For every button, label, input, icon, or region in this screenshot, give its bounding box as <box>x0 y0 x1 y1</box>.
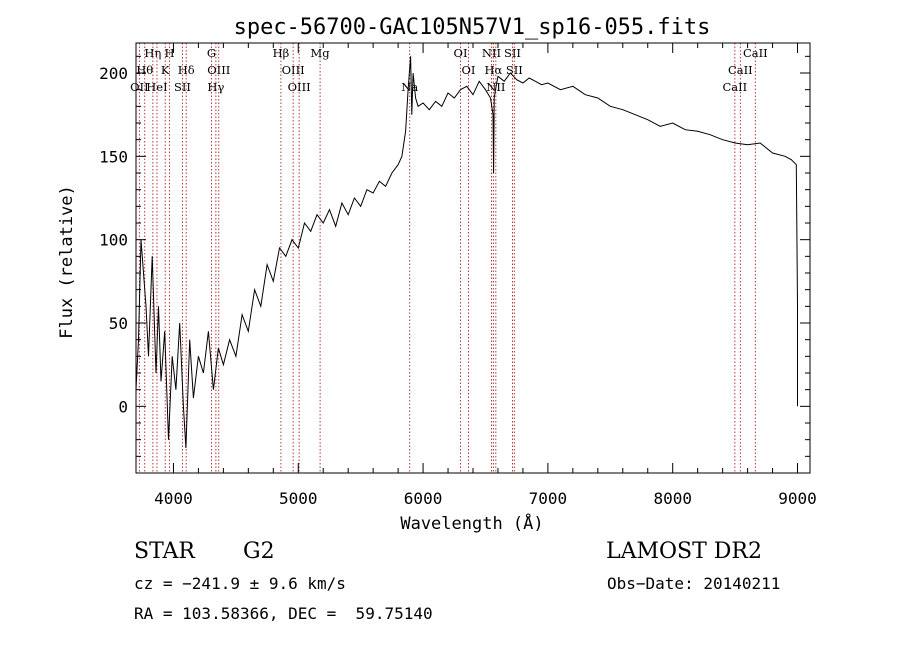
line-label: OII <box>130 80 149 94</box>
line-label: HeI <box>146 80 167 94</box>
line-label: CaII <box>728 63 753 77</box>
line-label: K <box>161 63 170 77</box>
line-label: OI <box>454 46 468 60</box>
line-label: Hβ <box>273 46 290 60</box>
x-tick-label: 4000 <box>154 489 193 508</box>
flux-line <box>135 56 798 449</box>
survey-name: LAMOST DR2 <box>606 539 762 564</box>
line-label: OIII <box>282 63 305 77</box>
line-label: Mg <box>311 46 331 60</box>
object-subclass: G2 <box>243 539 275 564</box>
line-label: Hθ <box>136 63 153 77</box>
line-label: Hη <box>144 46 161 60</box>
x-tick-label: 6000 <box>404 489 443 508</box>
line-label: OIII <box>288 80 311 94</box>
y-axis-label: Flux (relative) <box>57 185 77 339</box>
x-tick-label: 5000 <box>279 489 318 508</box>
line-label: OI <box>462 63 476 77</box>
line-label: Hδ <box>178 63 195 77</box>
y-tick-label: 150 <box>99 147 128 166</box>
y-tick-label: 100 <box>99 231 128 250</box>
plot-frame <box>135 42 811 474</box>
line-label: NII <box>482 46 501 60</box>
line-label: OIII <box>207 63 230 77</box>
line-label: SII <box>506 63 523 77</box>
line-label: Hγ <box>207 80 224 94</box>
x-tick-label: 7000 <box>529 489 568 508</box>
line-label: G <box>207 46 216 60</box>
line-label: CaII <box>722 80 747 94</box>
line-label: H <box>165 46 175 60</box>
line-label: Na <box>401 80 418 94</box>
line-label: Hα <box>484 63 502 77</box>
x-tick-label: 9000 <box>778 489 817 508</box>
spectral-line-markers <box>138 43 756 473</box>
line-label: NII <box>486 80 505 94</box>
line-label: SII <box>174 80 191 94</box>
y-tick-label: 200 <box>99 64 128 83</box>
line-labels: Hθ OII Hη HK HeI SII Hδ G OIII Hγ Hβ OIII OIII Mg Na OI… <box>130 46 768 94</box>
coordinates: RA = 103.58366, DEC = 59.75140 <box>134 604 433 623</box>
axes: 4000 5000 6000 7000 8000 9000 0 50 100 150 200 <box>99 43 817 508</box>
obs-date: Obs−Date: 20140211 <box>607 574 781 593</box>
y-tick-label: 50 <box>109 314 128 333</box>
line-label: CaII <box>743 46 768 60</box>
object-class: STAR <box>134 539 195 564</box>
x-tick-label: 8000 <box>653 489 692 508</box>
line-label: SII <box>504 46 521 60</box>
chart-title: spec-56700-GAC105N57V1_sp16-055.fits <box>234 15 711 40</box>
x-axis-label: Wavelength (Å) <box>400 512 543 534</box>
y-tick-label: 0 <box>118 397 128 416</box>
flux-series <box>135 56 798 449</box>
redshift-readout: cz = −241.9 ± 9.6 km/s <box>134 574 346 593</box>
